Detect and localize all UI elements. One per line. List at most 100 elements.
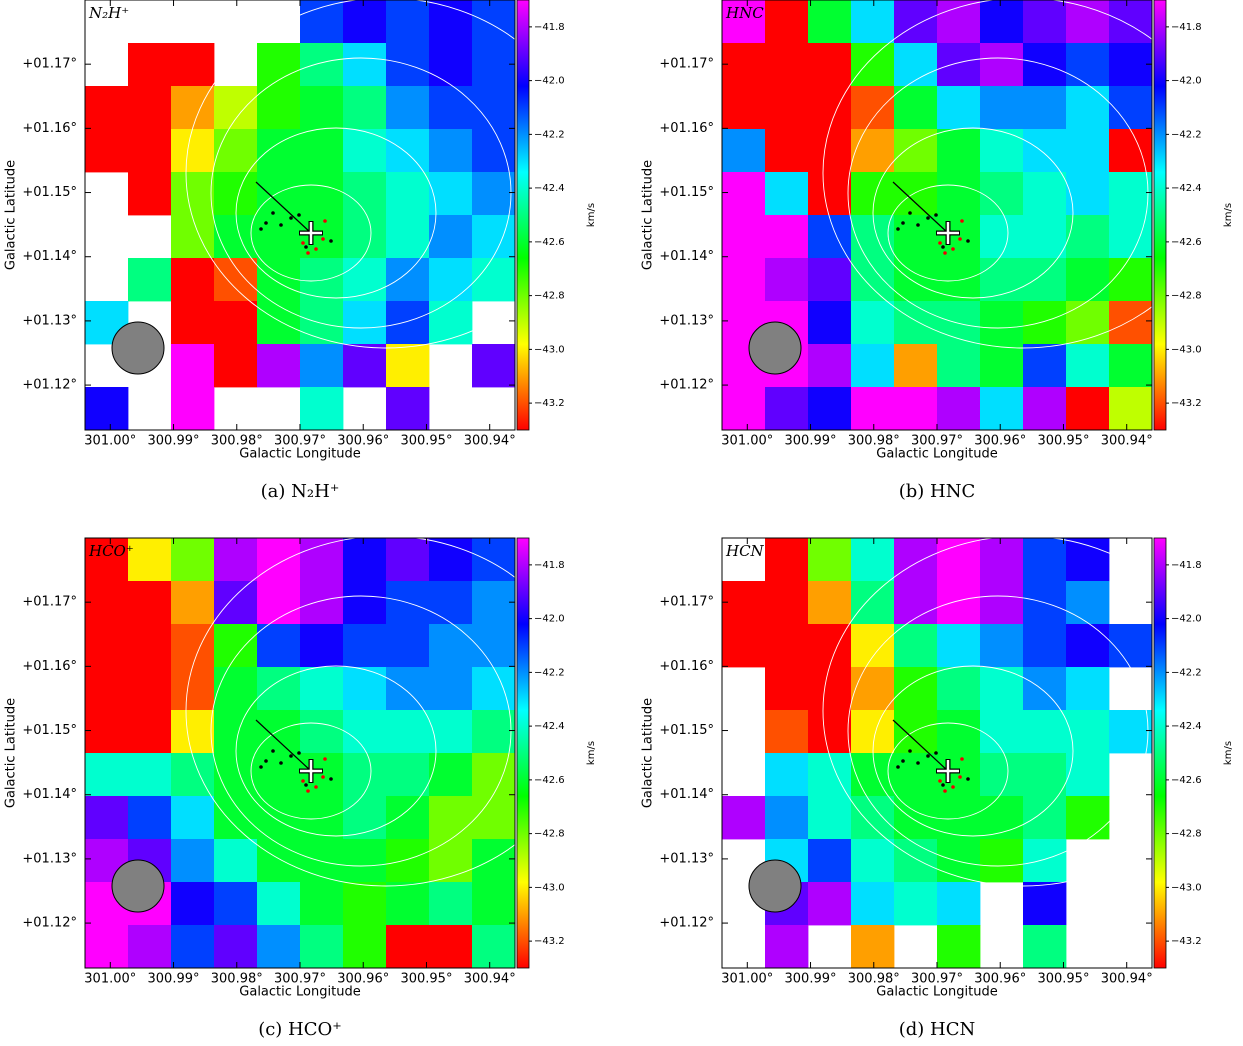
velocity-cell	[386, 753, 430, 797]
velocity-cell	[851, 667, 895, 711]
velocity-cell	[257, 301, 301, 345]
velocity-cell	[937, 753, 981, 797]
velocity-cell	[472, 0, 516, 44]
velocity-cell	[343, 925, 387, 969]
velocity-cell	[937, 172, 981, 216]
velocity-cell	[937, 129, 981, 173]
velocity-cell	[1109, 258, 1153, 302]
velocity-cell	[808, 538, 852, 582]
velocity-cell	[472, 839, 516, 883]
velocity-cell	[1023, 710, 1067, 754]
source-dot	[301, 241, 305, 245]
velocity-cell	[386, 215, 430, 259]
velocity-cell	[1066, 215, 1110, 259]
velocity-cell	[214, 882, 258, 926]
velocity-cell	[980, 667, 1024, 711]
velocity-cell	[765, 86, 809, 130]
velocity-cell	[214, 581, 258, 625]
velocity-cell	[472, 129, 516, 173]
colorbar-tick-label: −42.4	[534, 183, 565, 194]
velocity-cell	[980, 538, 1024, 582]
velocity-cell	[300, 86, 344, 130]
velocity-cell	[894, 839, 938, 883]
source-dot	[329, 777, 333, 781]
outflow-axis	[892, 181, 949, 234]
velocity-cell	[257, 925, 301, 969]
x-tick-label: 300.98°	[848, 972, 900, 987]
velocity-cell	[808, 129, 852, 173]
source-dot	[297, 213, 301, 217]
velocity-cell	[765, 387, 809, 431]
y-tick-label: +01.17°	[22, 595, 77, 610]
velocity-cell	[171, 839, 215, 883]
velocity-cell	[85, 86, 129, 130]
colorbar-tick-label: −42.6	[1171, 237, 1202, 248]
y-axis-label: Galactic Latitude	[4, 160, 19, 270]
velocity-cell	[300, 0, 344, 44]
velocity-cell	[300, 215, 344, 259]
colorbar-tick-label: −42.2	[1171, 129, 1202, 140]
velocity-cell	[343, 43, 387, 87]
source-dot	[941, 245, 945, 249]
y-tick-label: +01.16°	[659, 121, 714, 136]
velocity-cell	[1023, 86, 1067, 130]
y-tick-label: +01.12°	[659, 916, 714, 931]
y-tick-label: +01.14°	[659, 787, 714, 802]
velocity-cell	[1023, 538, 1067, 582]
source-dot	[960, 219, 964, 223]
x-tick-label: 300.99°	[148, 972, 200, 987]
velocity-cell	[1023, 925, 1067, 969]
velocity-cell	[85, 538, 129, 582]
colorbar-tick-label: −43.0	[1171, 344, 1202, 355]
velocity-cell	[851, 0, 895, 44]
velocity-cell	[300, 301, 344, 345]
velocity-cell	[851, 43, 895, 87]
velocity-cell	[851, 796, 895, 840]
velocity-cell	[980, 387, 1024, 431]
x-tick-label: 300.94°	[1101, 434, 1153, 449]
velocity-cell	[1109, 215, 1153, 259]
x-axis-label: Galactic Longitude	[876, 447, 997, 462]
x-tick-label: 300.97°	[911, 434, 963, 449]
velocity-cell	[1109, 387, 1153, 431]
velocity-cell	[429, 667, 473, 711]
velocity-cell	[851, 215, 895, 259]
x-tick-label: 300.99°	[785, 972, 837, 987]
velocity-cell	[214, 258, 258, 302]
velocity-cell	[1109, 43, 1153, 87]
y-tick-label: +01.15°	[22, 723, 77, 738]
source-dot	[896, 227, 900, 231]
colorbar-tick-label: −42.6	[534, 775, 565, 786]
velocity-cell	[765, 0, 809, 44]
velocity-cell	[894, 344, 938, 388]
velocity-cell	[765, 538, 809, 582]
velocity-cell	[1109, 86, 1153, 130]
velocity-cell	[937, 0, 981, 44]
colorbar-tick-label: −42.8	[534, 829, 565, 840]
velocity-cell	[257, 753, 301, 797]
velocity-cell	[128, 86, 172, 130]
velocity-cell	[171, 538, 215, 582]
contour	[250, 184, 372, 282]
source-dot	[934, 213, 938, 217]
velocity-cell	[429, 796, 473, 840]
velocity-cell	[171, 581, 215, 625]
velocity-cell	[722, 129, 766, 173]
velocity-cell	[980, 710, 1024, 754]
velocity-cell	[894, 538, 938, 582]
source-dot	[966, 777, 970, 781]
velocity-cell	[171, 344, 215, 388]
velocity-cell	[980, 344, 1024, 388]
velocity-cell	[472, 581, 516, 625]
source-dot	[960, 757, 964, 761]
velocity-cell	[980, 301, 1024, 345]
velocity-cell	[214, 624, 258, 668]
velocity-cell	[300, 172, 344, 216]
colorbar	[516, 0, 530, 431]
velocity-cell	[851, 538, 895, 582]
x-tick-label: 300.98°	[211, 434, 263, 449]
velocity-cell	[765, 258, 809, 302]
velocity-cell	[808, 387, 852, 431]
velocity-cell	[937, 43, 981, 87]
